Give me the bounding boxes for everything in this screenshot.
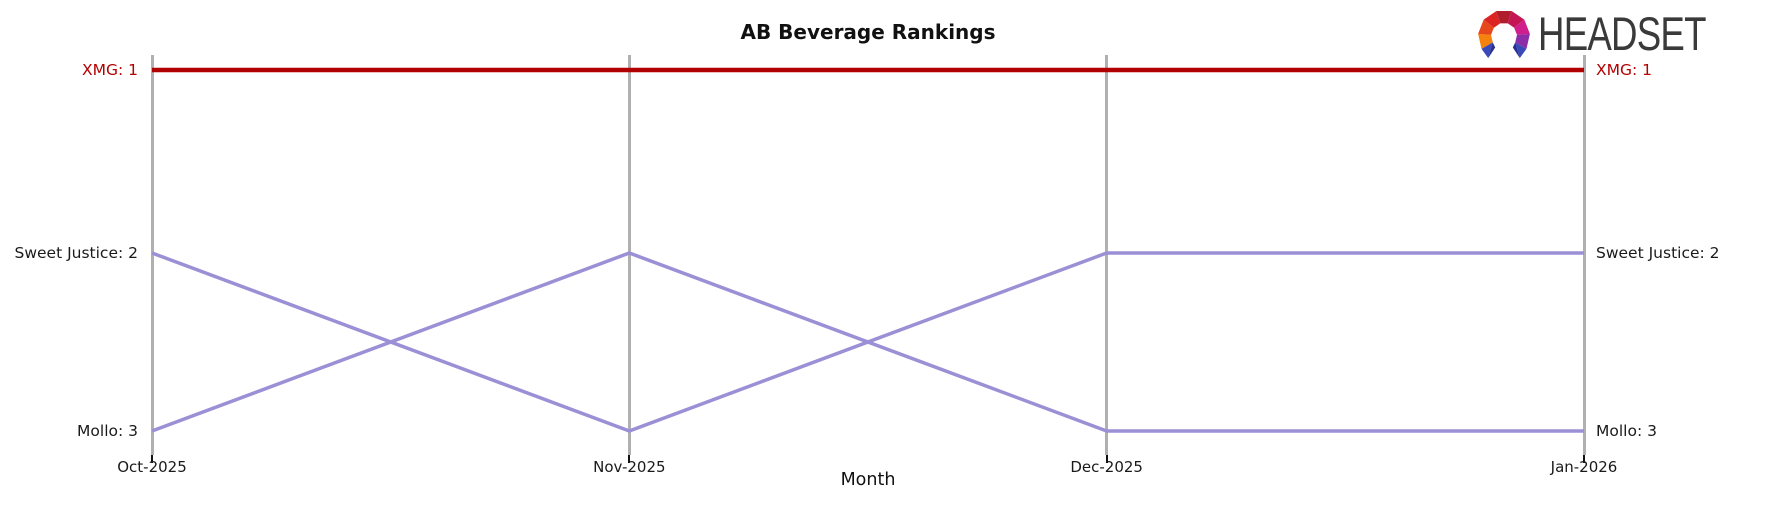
axis-tick <box>1105 455 1108 463</box>
left-rank-label: Sweet Justice: 2 <box>14 244 138 262</box>
series-line-sweet-justice <box>151 251 1584 433</box>
x-tick-label: Nov-2025 <box>593 458 666 476</box>
right-rank-label: Sweet Justice: 2 <box>1596 244 1720 262</box>
x-tick-label: Dec-2025 <box>1070 458 1143 476</box>
axis-tick <box>1583 455 1585 463</box>
x-axis-title: Month <box>840 470 896 490</box>
axis-line-Oct-2025 <box>150 55 154 455</box>
axis-line-Jan-2026 <box>1582 55 1586 455</box>
headset-wordmark: HEADSET <box>1538 7 1706 60</box>
axis-line-Dec-2025 <box>1105 55 1109 455</box>
chart-title: AB Beverage Rankings <box>740 20 996 44</box>
x-tick-label: Jan-2026 <box>1550 458 1618 476</box>
left-rank-label: Mollo: 3 <box>77 422 138 440</box>
right-rank-label: XMG: 1 <box>1596 61 1653 79</box>
right-rank-label: Mollo: 3 <box>1596 422 1657 440</box>
axis-line-Nov-2025 <box>627 55 631 455</box>
series-line-mollo <box>151 251 1584 433</box>
headset-logo-icon <box>1478 10 1530 58</box>
x-tick-label: Oct-2025 <box>117 458 187 476</box>
headset-logo: HEADSET <box>1476 6 1753 61</box>
left-rank-label: XMG: 1 <box>81 61 138 79</box>
axis-tick <box>628 455 631 463</box>
axis-tick <box>151 455 153 463</box>
